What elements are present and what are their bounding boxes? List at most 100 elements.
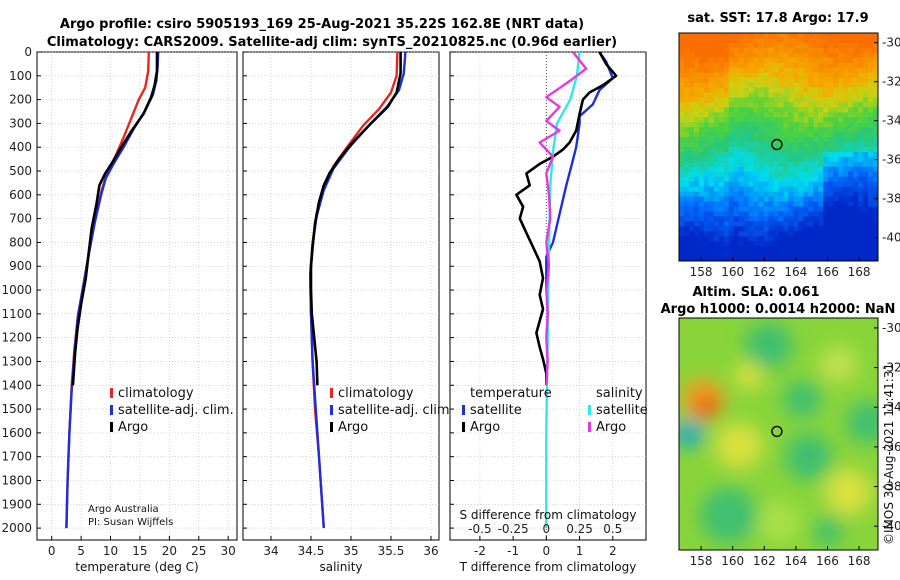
map-y-tick-label: -34 [882, 114, 900, 128]
sst-cell [768, 87, 774, 93]
sst-cell [818, 107, 824, 113]
sst-cell [848, 191, 854, 197]
sst-cell [828, 42, 834, 49]
sst-cell [798, 166, 804, 173]
sst-cell [763, 107, 769, 113]
depth-tick-label: 900 [9, 259, 32, 273]
sst-cell [808, 236, 814, 242]
sst-cell [768, 132, 774, 138]
sst-cell [688, 77, 695, 83]
sst-cell [703, 82, 710, 88]
sst-cell [713, 67, 720, 74]
sst-cell [828, 246, 834, 252]
temperature-x-ticks: 0 5 10 15 20 25 30 [48, 536, 236, 558]
sst-cell [843, 97, 849, 103]
sst-cell [803, 57, 809, 64]
sst-cell [823, 137, 829, 143]
sst-cell [873, 112, 878, 118]
sst-cell [733, 72, 740, 79]
sst-cell [683, 57, 690, 64]
sst-cell [748, 246, 755, 252]
sst-cell [753, 181, 760, 188]
sst-cell [698, 147, 705, 153]
sst-cell [758, 226, 764, 232]
sst-cell [813, 156, 819, 163]
sst-cell [723, 221, 730, 227]
sst-cell [733, 57, 740, 64]
sst-cell [823, 206, 829, 212]
sst-cell [813, 117, 819, 123]
sst-cell [758, 201, 764, 207]
sst-cell [708, 251, 715, 257]
sst-cell [793, 132, 799, 138]
sst-cell [728, 82, 735, 88]
sst-cell [758, 132, 764, 138]
sst-cell [808, 107, 814, 113]
sst-cell [723, 181, 730, 188]
sst-cell [758, 57, 764, 64]
sst-cell [818, 102, 824, 108]
sst-cell [713, 241, 720, 247]
sst-cell [823, 256, 829, 261]
sst-cell [858, 231, 864, 237]
sst-cell [708, 112, 715, 118]
sst-cell [783, 132, 789, 138]
sst-cell [773, 62, 779, 69]
map-y-tick-label: -38 [882, 192, 900, 206]
sst-cell [688, 72, 695, 79]
sst-cell [768, 231, 774, 237]
sst-cell [768, 47, 774, 54]
sst-cell [688, 151, 695, 158]
sst-cell [753, 161, 760, 168]
sst-cell [763, 77, 769, 83]
sst-cell [748, 47, 755, 54]
sst-cell [813, 72, 819, 79]
sst-cell [838, 122, 844, 128]
legend-label-s-argo: Argo [596, 420, 626, 435]
sst-cell [803, 87, 809, 93]
sst-cell [688, 206, 695, 212]
sst-cell [728, 221, 735, 227]
sst-cell [873, 62, 878, 69]
sst-cell [793, 166, 799, 173]
sst-cell [833, 52, 839, 59]
sst-cell [738, 211, 745, 217]
sst-cell [713, 37, 720, 44]
sst-cell [843, 221, 849, 227]
sst-cell [718, 82, 725, 88]
sst-cell [813, 112, 819, 118]
map-x-tick-label: 162 [753, 554, 776, 568]
sst-cell [798, 92, 804, 98]
sst-cell [723, 171, 730, 178]
sst-cell [688, 181, 695, 188]
salinity-xlabel: salinity [319, 560, 362, 574]
sst-cell [873, 181, 878, 188]
sst-cell [818, 256, 824, 261]
sst-cell [803, 97, 809, 103]
sst-cell [833, 211, 839, 217]
sst-cell [838, 107, 844, 113]
sst-cell [873, 142, 878, 148]
sst-cell [803, 147, 809, 153]
sst-cell [683, 122, 690, 128]
sst-cell [818, 231, 824, 237]
sst-cell [828, 87, 834, 93]
sst-cell [688, 166, 695, 173]
s-tick-label: 0.25 [566, 522, 593, 536]
sst-cell [798, 67, 804, 74]
sst-cell [863, 142, 869, 148]
sst-cell [763, 186, 769, 193]
sst-cell [778, 221, 784, 227]
sst-cell [698, 161, 705, 168]
sst-cell [683, 62, 690, 69]
sst-cell [808, 241, 814, 247]
sst-cell [838, 221, 844, 227]
sst-cell [733, 176, 740, 183]
series-line-argo [71, 52, 159, 386]
sst-cell [788, 241, 794, 247]
sst-cell [843, 87, 849, 93]
sst-cell [698, 137, 705, 143]
sst-cell [728, 127, 735, 133]
sst-cell [718, 122, 725, 128]
sst-cell [738, 246, 745, 252]
